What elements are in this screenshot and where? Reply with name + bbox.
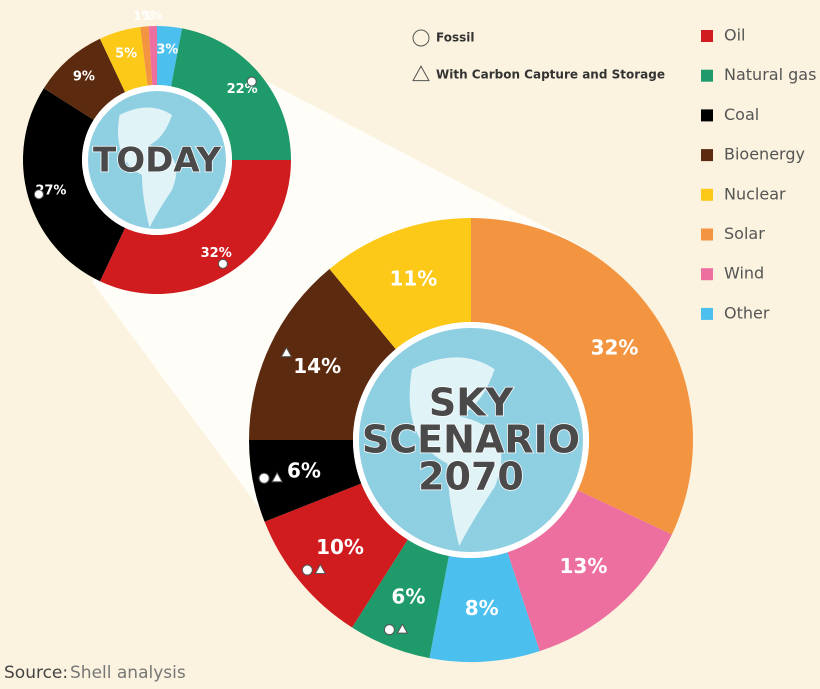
legend-label: Coal (724, 105, 759, 124)
segment-marker (258, 472, 270, 484)
marker-key-label: With Carbon Capture and Storage (436, 68, 665, 82)
legend-swatch (701, 30, 713, 42)
segment-marker (246, 76, 257, 87)
segment-marker (280, 346, 293, 358)
segment-label: 6% (287, 458, 321, 482)
segment-label: 32% (591, 335, 639, 359)
donut-segment (249, 268, 396, 440)
donut-segment (43, 38, 126, 120)
globe-land (118, 107, 177, 228)
center-title: SKY (429, 381, 514, 425)
center-title: SCENARIO (362, 418, 580, 462)
donut-segment (329, 218, 471, 350)
donut-segment (507, 490, 672, 652)
legend-label: Bioenergy (724, 145, 805, 164)
segment-label: 14% (293, 354, 341, 378)
legend-swatch (701, 307, 713, 320)
legend-label: Other (724, 303, 770, 322)
donut-segment (140, 26, 153, 86)
segment-marker (33, 189, 44, 200)
legend-swatch (701, 69, 713, 82)
donut-segment (352, 539, 449, 659)
segment-marker (314, 563, 327, 575)
segment-marker (396, 623, 409, 634)
legend-swatch (701, 268, 713, 281)
legend-label: Oil (724, 26, 745, 45)
segment-label: 13% (559, 554, 607, 578)
donut-segment (471, 218, 693, 535)
donut-segment (264, 483, 408, 628)
source-text: Shell analysis (70, 663, 186, 683)
legend-swatch (701, 109, 713, 122)
segment-marker (383, 624, 395, 636)
legend-label: Solar (724, 224, 765, 243)
center-title: TODAY (93, 141, 221, 181)
legend-swatch (701, 228, 713, 241)
segment-marker (271, 471, 283, 483)
legend-swatch (701, 149, 713, 162)
globe-land (409, 357, 502, 547)
donut-segment (99, 160, 291, 294)
segment-label: 32% (201, 246, 232, 261)
source-prefix: Source: (4, 663, 68, 683)
donut-segment (157, 26, 183, 87)
donut-segment (148, 26, 157, 86)
donut-segment (23, 88, 126, 282)
segment-label: 9% (73, 70, 95, 85)
segment-marker (301, 564, 313, 576)
segment-marker (217, 258, 228, 269)
segment-label: 3% (156, 42, 178, 57)
legend-label: Nuclear (724, 184, 786, 203)
segment-label: 5% (115, 46, 137, 61)
donut-segment (429, 552, 540, 662)
segment-label: 8% (465, 596, 499, 620)
marker-key-symbol (412, 65, 430, 82)
legend-label: Wind (724, 264, 764, 283)
marker-key-symbol (412, 29, 430, 47)
segment-label: 1% (133, 9, 153, 23)
segment-label: 11% (389, 267, 437, 291)
donut-segment (249, 440, 362, 522)
center-title: 2070 (418, 455, 524, 499)
legend-swatch (701, 188, 713, 201)
donut-segment (171, 28, 291, 161)
donut-segment (99, 27, 148, 93)
legend-label: Natural gas (724, 65, 816, 84)
segment-label: 1% (142, 9, 162, 23)
segment-label: 10% (316, 535, 364, 559)
segment-label: 6% (391, 585, 425, 609)
marker-key-label: Fossil (436, 31, 474, 45)
